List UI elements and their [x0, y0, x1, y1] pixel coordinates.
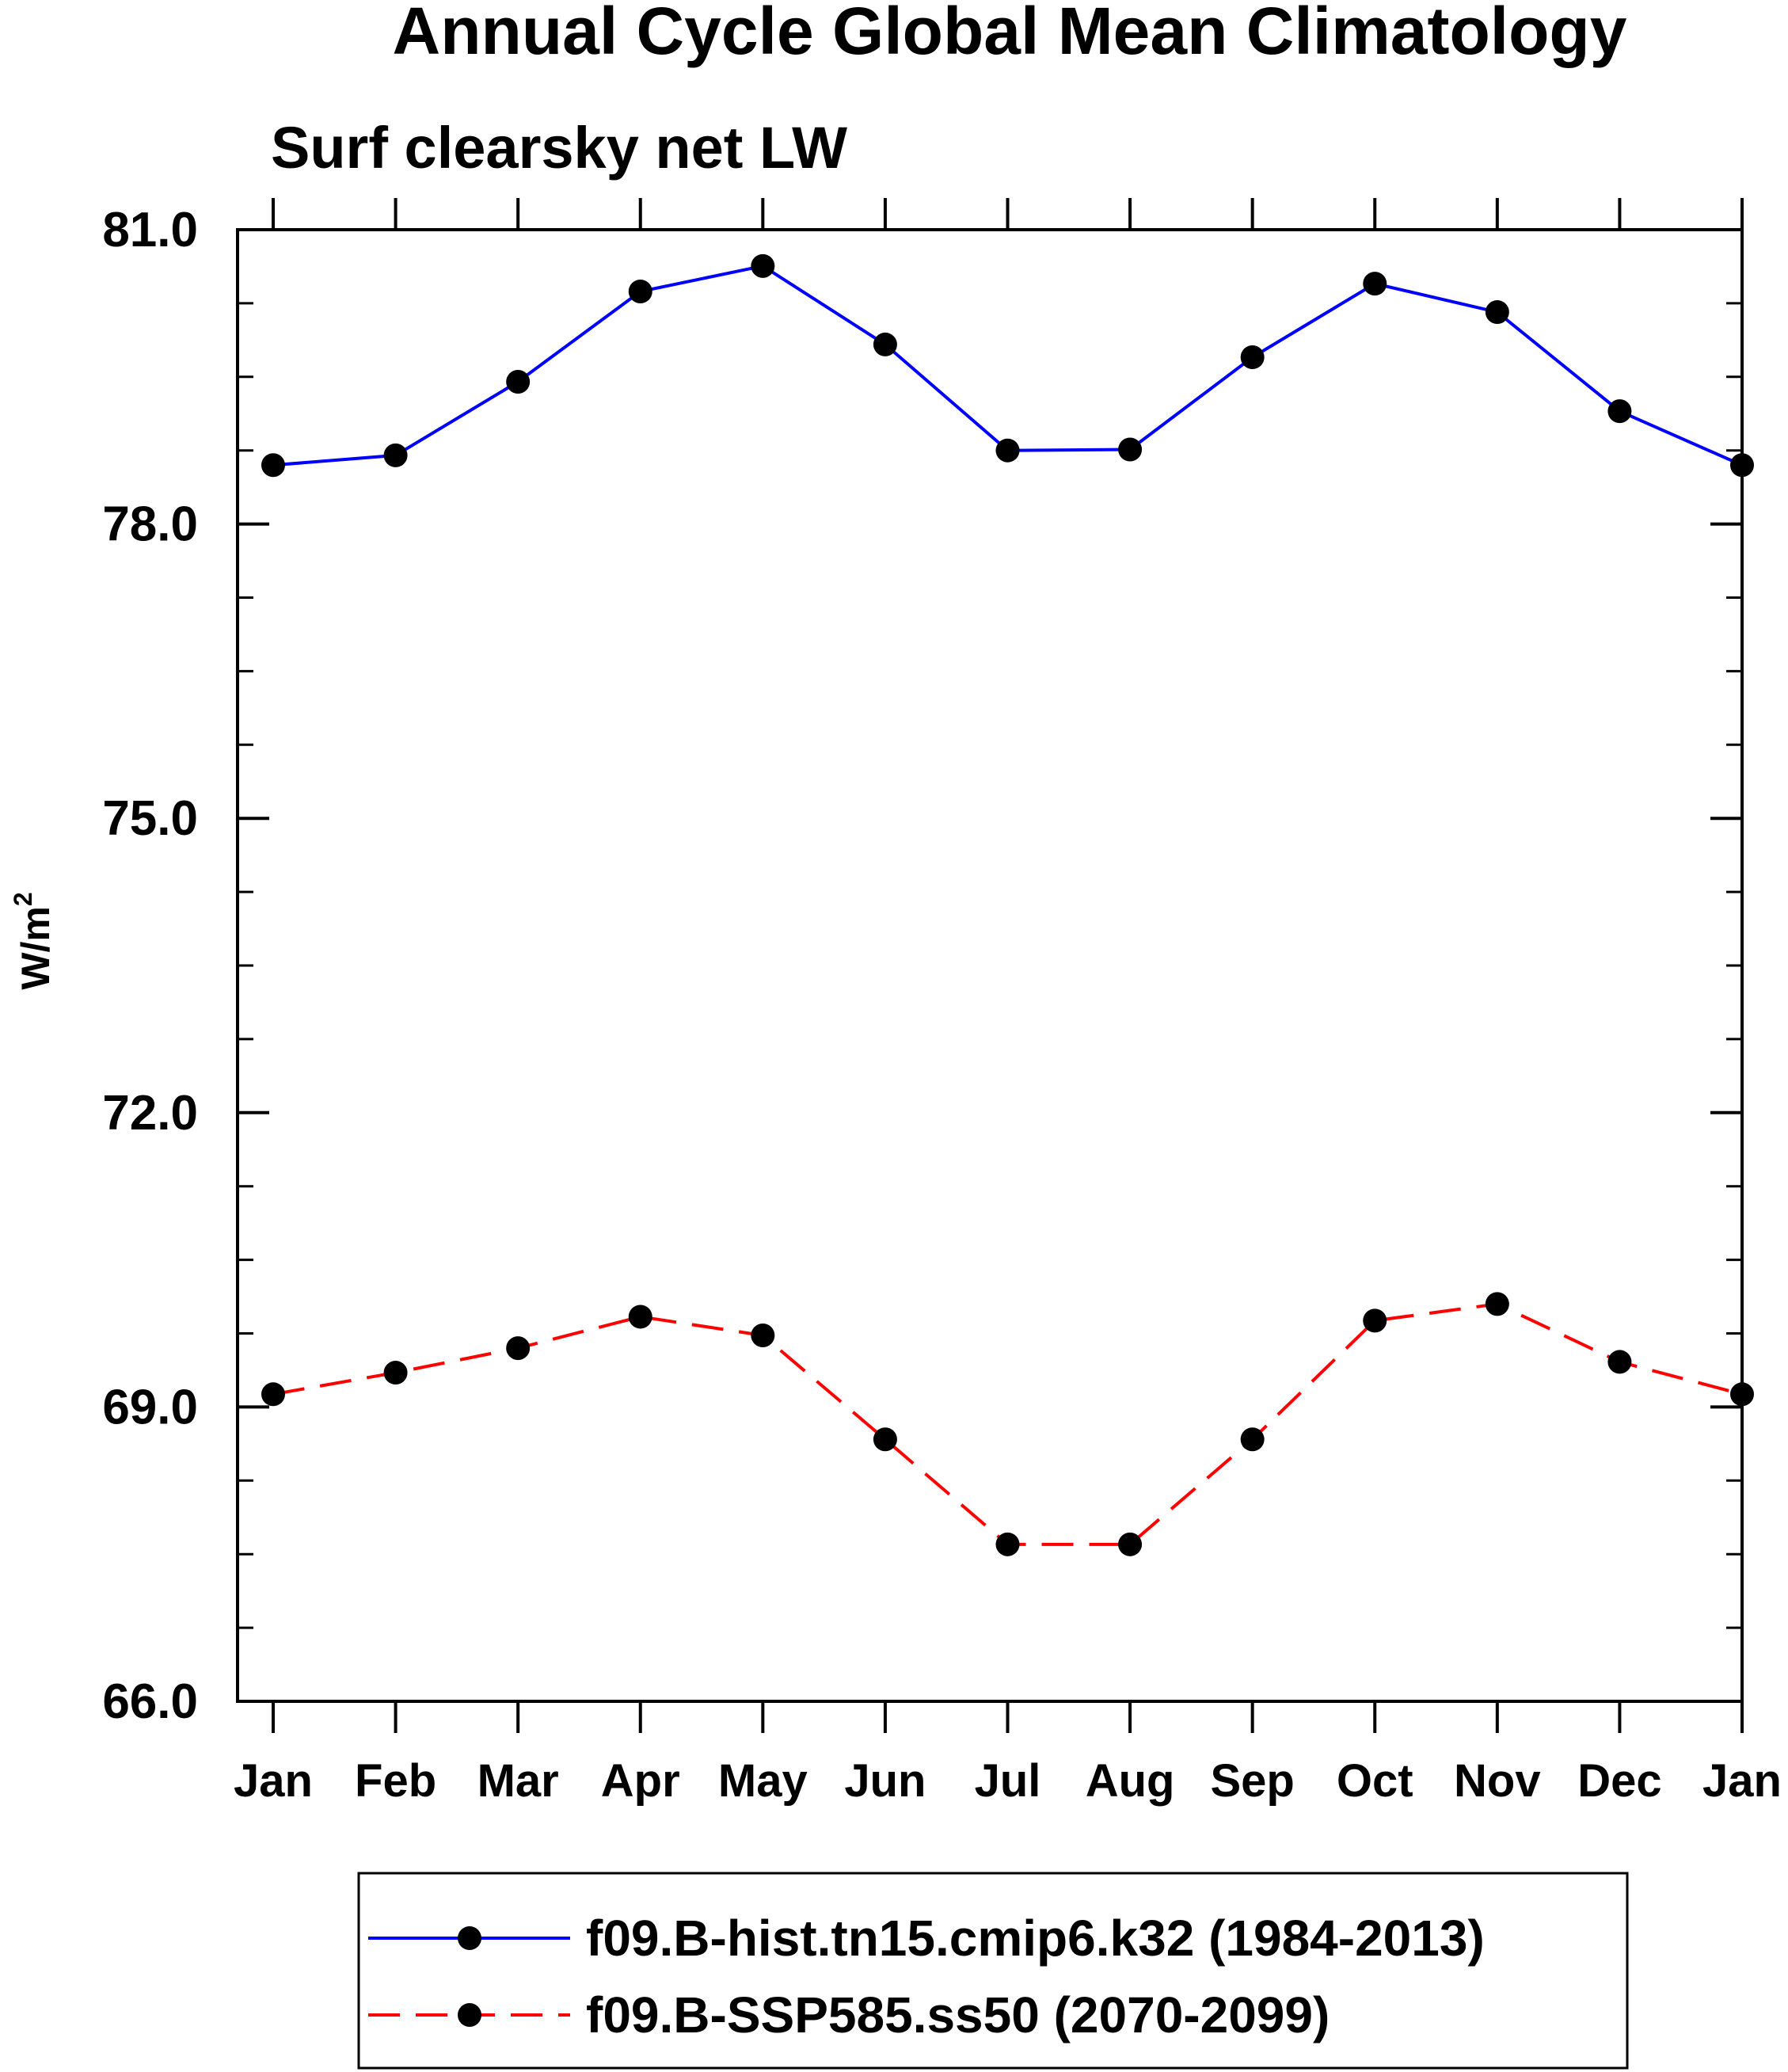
series-point [1118, 1532, 1143, 1556]
x-tick-label: Jan [1702, 1755, 1782, 1807]
x-tick-label: Sep [1210, 1755, 1294, 1807]
series-point [1607, 399, 1632, 424]
x-tick-label: Jun [844, 1755, 926, 1807]
series-point [1730, 1382, 1754, 1407]
series-point [1730, 453, 1754, 478]
x-tick-label: Dec [1577, 1755, 1661, 1807]
series-point [1240, 1427, 1265, 1452]
x-tick-label: Aug [1086, 1755, 1175, 1807]
x-tick-label: Oct [1337, 1755, 1413, 1807]
series-point [873, 1427, 897, 1452]
series-point [628, 280, 652, 304]
x-ticks: Jan Feb Mar Apr May Jun Jul Aug Sep Oct Nov Dec Jan [234, 198, 1782, 1807]
series-line [272, 264, 1743, 467]
plot-frame [236, 228, 1744, 1703]
chart-title: Annual Cycle Global Mean Climatology [393, 0, 1627, 68]
series-point [1363, 1308, 1387, 1333]
series-point [1485, 1292, 1509, 1316]
series-1 [261, 253, 1754, 478]
series-point [751, 253, 775, 278]
plot-frame-border [236, 228, 1744, 1703]
legend-box [357, 1872, 1629, 2070]
y-tick-label: 78.0 [102, 497, 198, 552]
series-point [506, 1336, 531, 1361]
y-axis-label-superscript: 2 [9, 892, 37, 906]
series-point [1485, 300, 1509, 325]
x-tick-label: May [718, 1755, 808, 1807]
series-point [628, 1305, 652, 1329]
series-point [1607, 1350, 1632, 1374]
series-point [261, 1382, 285, 1407]
series-point [1240, 345, 1265, 370]
legend-label: f09.B-hist.tn15.cmip6.k32 (1984-2013) [586, 1910, 1485, 1967]
x-tick-label: Feb [355, 1755, 436, 1807]
svg-text:W/m2: W/m2 [9, 892, 58, 989]
series-point [261, 453, 285, 478]
y-ticks: 66.0 69.0 72.0 75.0 78.0 81.0 [102, 203, 1742, 1729]
series-2 [261, 1292, 1754, 1556]
series-point [995, 438, 1020, 463]
x-tick-label: Jul [975, 1755, 1041, 1807]
y-tick-label: 81.0 [102, 203, 198, 257]
series-point [383, 1361, 408, 1385]
legend: f09.B-hist.tn15.cmip6.k32 (1984-2013) f09… [357, 1872, 1629, 2070]
series-point [506, 369, 531, 394]
x-tick-label: Jan [234, 1755, 313, 1807]
series-point [995, 1532, 1020, 1556]
legend-marker [458, 2003, 481, 2027]
x-tick-label: Nov [1454, 1755, 1541, 1807]
y-tick-label: 75.0 [102, 791, 198, 846]
series-point [873, 332, 897, 356]
y-axis-label-base: W/m [13, 906, 58, 990]
y-tick-label: 72.0 [102, 1086, 198, 1141]
y-tick-label: 69.0 [102, 1380, 198, 1434]
series-point [751, 1323, 775, 1347]
x-tick-label: Mar [477, 1755, 559, 1807]
series-point [1363, 272, 1387, 296]
chart-subtitle: Surf clearsky net LW [271, 115, 847, 181]
minor-ticks [238, 302, 1742, 1629]
legend-marker [458, 1926, 481, 1950]
x-tick-label: Apr [601, 1755, 680, 1807]
y-axis-label: W/m2 [9, 892, 58, 989]
series-point [1118, 437, 1143, 462]
y-tick-label: 66.0 [102, 1674, 198, 1729]
series-layer [261, 253, 1754, 1556]
series-point [383, 443, 408, 467]
series-line [272, 1302, 1743, 1546]
legend-label: f09.B-SSP585.ss50 (2070-2099) [586, 1986, 1330, 2043]
